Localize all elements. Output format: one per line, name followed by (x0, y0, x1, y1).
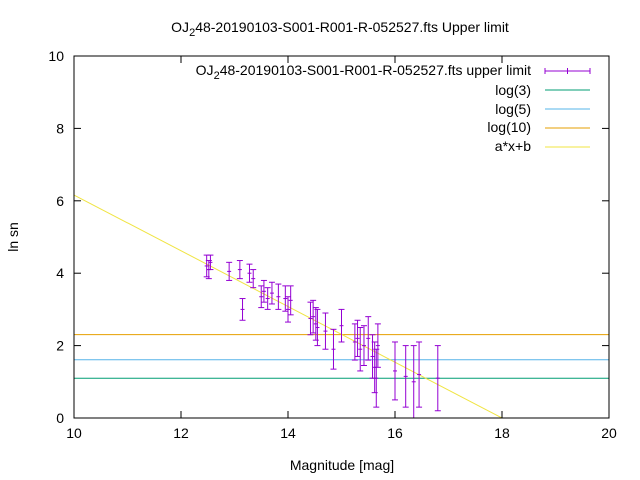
legend-label-series-4: a*x+b (495, 138, 531, 154)
data-point (338, 308, 345, 343)
chart-title: OJ248-20190103-S001-R001-R-052527.fts Up… (171, 19, 509, 39)
y-tick-label: 2 (56, 338, 64, 354)
data-point (246, 263, 253, 283)
legend-label-series-2: log(5) (495, 101, 531, 117)
data-point (310, 299, 317, 334)
y-tick-label: 10 (48, 48, 64, 64)
data-point (312, 307, 319, 341)
data-point (330, 328, 337, 370)
data-point (416, 341, 423, 408)
axis-ticks: 10 12 14 16 18 20 0 2 4 6 8 10 (48, 48, 617, 441)
data-point (250, 269, 257, 289)
data-point (360, 325, 367, 367)
data-point (226, 261, 233, 281)
y-tick-label: 6 (56, 193, 64, 209)
x-tick-label: 18 (494, 425, 510, 441)
legend-label-series-3: log(10) (487, 119, 531, 135)
x-tick-label: 12 (173, 425, 189, 441)
data-point (392, 341, 398, 401)
legend-label-series-1: log(3) (495, 82, 531, 98)
data-point (285, 296, 291, 323)
y-tick-label: 4 (56, 265, 64, 281)
y-tick-label: 8 (56, 120, 64, 136)
data-point (434, 345, 441, 412)
data-point (260, 279, 267, 303)
x-tick-label: 20 (601, 425, 617, 441)
data-point (354, 319, 361, 357)
data-point (314, 308, 321, 347)
x-tick-label: 10 (66, 425, 82, 441)
chart-title-rest: 48-20190103-S001-R001-R-052527.fts Upper… (195, 19, 509, 35)
x-tick-label: 16 (387, 425, 403, 441)
data-point (282, 285, 289, 312)
y-axis-label: ln sn (5, 222, 21, 252)
data-point (410, 345, 417, 418)
data-point (264, 287, 271, 310)
data-point (402, 345, 409, 408)
data-point (258, 285, 265, 309)
data-point (236, 260, 243, 280)
plot-frame (73, 55, 610, 419)
data-point (357, 327, 364, 372)
data-point (239, 298, 246, 321)
data-point (207, 254, 214, 271)
y-tick-label: 0 (56, 410, 64, 426)
data-point (365, 316, 372, 361)
chart-title-prefix: OJ (171, 19, 189, 35)
data-point (287, 285, 294, 316)
legend: OJ248-20190103-S001-R001-R-052527.fts up… (196, 62, 591, 154)
x-tick-label: 14 (280, 425, 296, 441)
data-point (322, 312, 329, 350)
legend-label-series-0: OJ248-20190103-S001-R001-R-052527.fts up… (196, 62, 531, 82)
chart-title-subscript: 2 (189, 27, 195, 39)
data-point (268, 281, 275, 305)
data-point (351, 323, 358, 361)
plot-area (74, 194, 609, 418)
x-axis-label: Magnitude [mag] (290, 457, 394, 473)
data-point (307, 301, 314, 336)
data-point (275, 283, 282, 310)
data-point (374, 323, 381, 368)
